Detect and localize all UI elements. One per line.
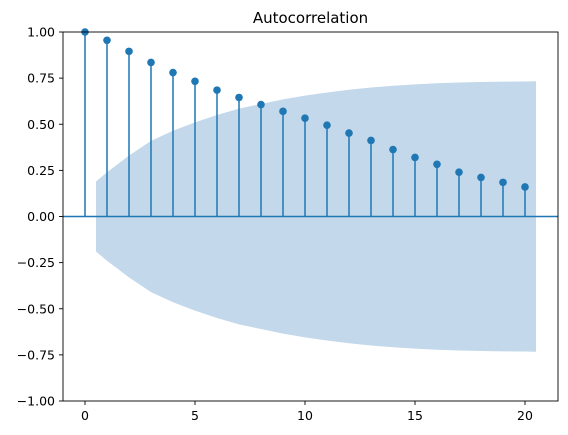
stem-marker [147, 58, 155, 67]
stem-marker [103, 36, 111, 45]
y-tick-label: −0.75 [17, 347, 55, 362]
stem-marker [455, 168, 463, 177]
stem-marker [411, 153, 419, 162]
axes: 0 5 10 15 20 1.00 0.75 0.50 0.25 0.00 −0.25 −0.50 −0… [17, 25, 559, 423]
y-tick-label: −0.50 [17, 301, 55, 316]
stem-marker [323, 121, 331, 129]
stem-marker [433, 160, 441, 169]
stem-marker [213, 86, 221, 94]
y-tick-label: −0.25 [17, 255, 55, 270]
stem-marker [235, 93, 243, 102]
x-tick-label: 5 [191, 408, 199, 423]
y-tick-label: 0.25 [27, 163, 55, 178]
y-tick-label: 0.00 [27, 209, 55, 224]
stem-marker [389, 145, 397, 154]
y-tick-label: 0.75 [27, 71, 55, 86]
chart-title: Autocorrelation [253, 9, 368, 27]
stem-marker [279, 107, 287, 116]
y-tick-label: 0.50 [27, 117, 55, 132]
stem-marker [477, 173, 485, 182]
stem-marker [367, 136, 375, 145]
stem-marker [191, 77, 199, 86]
x-tick-label: 0 [81, 408, 89, 423]
stem-marker [345, 129, 353, 137]
x-tick-label: 15 [407, 408, 423, 423]
stem-marker [301, 114, 309, 122]
y-tick-label: 1.00 [27, 25, 55, 40]
x-tick-label: 20 [517, 408, 533, 423]
stem-marker [499, 178, 507, 187]
stem-marker [169, 68, 177, 77]
stem-marker [521, 183, 529, 191]
plot-area [63, 28, 558, 352]
stem-marker [125, 47, 133, 56]
stem-marker [257, 100, 265, 109]
x-tick-label: 10 [297, 408, 313, 423]
y-tick-label: −1.00 [17, 394, 55, 409]
